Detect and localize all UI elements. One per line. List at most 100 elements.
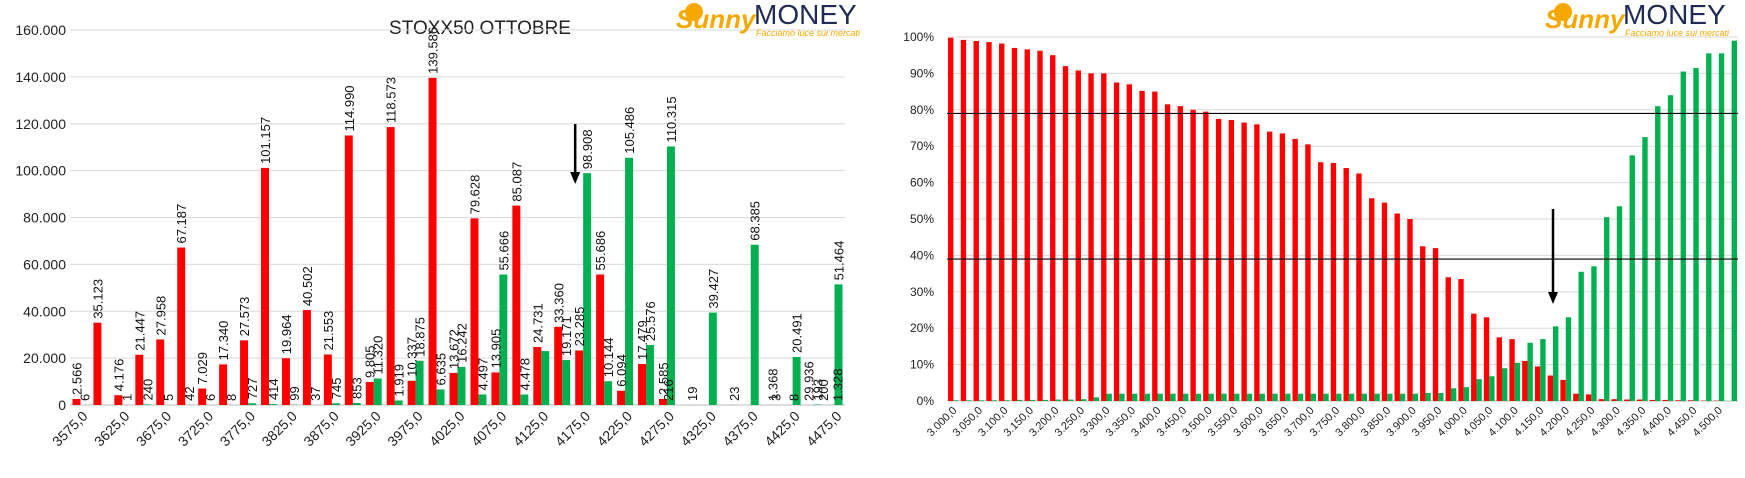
- x-tick-label: 3625,0: [91, 408, 133, 450]
- bar-red: [449, 372, 458, 405]
- open-interest-chart: STOXX50 OTTOBRE 0 20.000 40.000 60.000 80.00…: [15, 18, 846, 449]
- bar-red: [575, 350, 584, 405]
- bar-green: [792, 356, 801, 405]
- bar-red: [470, 218, 479, 405]
- sun-icon: [685, 3, 703, 21]
- brand-logo: Sunny MONEY Facciamo luce sui mercati: [676, 0, 861, 38]
- bar-green: [1310, 393, 1316, 401]
- data-label: 19.964: [279, 314, 294, 354]
- data-label: 16.242: [454, 323, 469, 363]
- x-tick-label: 3775,0: [217, 408, 259, 450]
- bar-green: [394, 400, 403, 405]
- data-label: 101.157: [258, 117, 273, 164]
- y-tick-label: 20.000: [23, 350, 66, 366]
- bar-green: [1348, 393, 1355, 401]
- bar-green: [1170, 393, 1176, 401]
- data-label: 1: [119, 394, 134, 401]
- reference-lines: [947, 112, 1738, 260]
- y-tick-label: 40.000: [23, 303, 66, 319]
- bar-green: [1667, 95, 1674, 402]
- data-label: 6.635: [434, 353, 449, 386]
- bar-green: [1527, 342, 1533, 401]
- bar-red: [1318, 162, 1324, 401]
- bar-green: [520, 394, 529, 405]
- bar-green: [1336, 393, 1342, 401]
- bar-red: [960, 39, 967, 402]
- x-tick-label: 4275,0: [635, 408, 677, 450]
- bar-green: [1591, 266, 1597, 401]
- bar-red: [1305, 144, 1311, 401]
- bar-red: [1483, 317, 1490, 401]
- y-tick-label: 0%: [917, 394, 935, 408]
- bar-green: [1004, 400, 1010, 401]
- bar-green: [1093, 397, 1100, 401]
- bar-red: [156, 339, 165, 405]
- data-label: 27.958: [153, 296, 168, 336]
- x-axis-ticks: 3.000,03.050,03.100,03.150,03.200,03.250…: [925, 405, 1725, 439]
- data-label: 9.805: [363, 345, 378, 378]
- data-label: 13.672: [447, 329, 462, 369]
- data-label: 8: [224, 394, 239, 401]
- bar-green: [1540, 339, 1546, 401]
- bar-green: [666, 146, 675, 405]
- data-labels: 2.566 35.123 4.176 21.447 27.958 67.187 7.029 1…: [69, 27, 846, 401]
- bar-green: [1246, 393, 1253, 401]
- bar-red: [1534, 366, 1541, 401]
- bar-red: [1471, 313, 1477, 401]
- bar-green: [457, 366, 466, 405]
- y-tick-label: 120.000: [15, 116, 66, 132]
- bar-red: [1292, 138, 1298, 402]
- data-label: 17.479: [635, 320, 650, 360]
- brand-word: MONEY: [1623, 0, 1726, 30]
- bar-red: [1126, 84, 1132, 401]
- bar-green: [583, 173, 592, 405]
- bar-red: [533, 347, 542, 405]
- bar-green: [1489, 376, 1495, 401]
- data-label: 24.731: [530, 303, 545, 343]
- bar-red: [1101, 73, 1107, 402]
- bar-green: [1731, 40, 1737, 401]
- x-tick-label: 3975,0: [384, 408, 426, 450]
- bar-green: [750, 244, 759, 405]
- bar-green: [1438, 392, 1444, 401]
- bar-green: [1514, 362, 1521, 401]
- bar-red: [1062, 66, 1069, 402]
- data-label: 3: [769, 394, 784, 401]
- x-tick-label: 4175,0: [552, 408, 594, 450]
- bar-red: [1432, 248, 1439, 401]
- bar-red: [365, 382, 374, 405]
- data-label: 110.315: [664, 96, 679, 142]
- bar-red: [1407, 219, 1413, 401]
- bar-red: [1687, 400, 1694, 401]
- data-label: 745: [329, 378, 344, 400]
- bar-green: [1476, 379, 1482, 401]
- bar-red: [344, 135, 353, 405]
- x-tick-label: 3825,0: [258, 408, 300, 450]
- bar-green: [1106, 393, 1112, 401]
- bar-red: [198, 388, 207, 405]
- data-label: 1.368: [766, 368, 781, 401]
- bar-green: [1412, 393, 1419, 401]
- data-label: 2.566: [69, 362, 84, 395]
- bar-red: [617, 390, 626, 405]
- data-label: 6: [77, 394, 92, 401]
- bar-red: [1598, 399, 1605, 401]
- bar-red: [1228, 119, 1235, 401]
- x-tick-label: 4425,0: [761, 408, 803, 450]
- bar-red: [1458, 279, 1464, 401]
- data-label: 40.502: [300, 266, 315, 306]
- bar-red: [240, 340, 249, 405]
- y-tick-label: 140.000: [15, 69, 66, 85]
- x-tick-label: 4475,0: [803, 408, 845, 450]
- data-label: 37: [308, 386, 323, 400]
- bar-green: [1553, 326, 1559, 401]
- brand-word: MONEY: [754, 0, 857, 30]
- data-label: 27.573: [237, 297, 252, 337]
- data-label: 35.123: [90, 279, 105, 319]
- bar-red: [1139, 90, 1145, 401]
- y-tick-label: 100.000: [15, 163, 66, 179]
- data-label: 55.666: [496, 231, 511, 271]
- bar-green: [143, 404, 152, 405]
- x-tick-label: 3575,0: [49, 408, 91, 450]
- x-tick-label: 4125,0: [510, 408, 552, 450]
